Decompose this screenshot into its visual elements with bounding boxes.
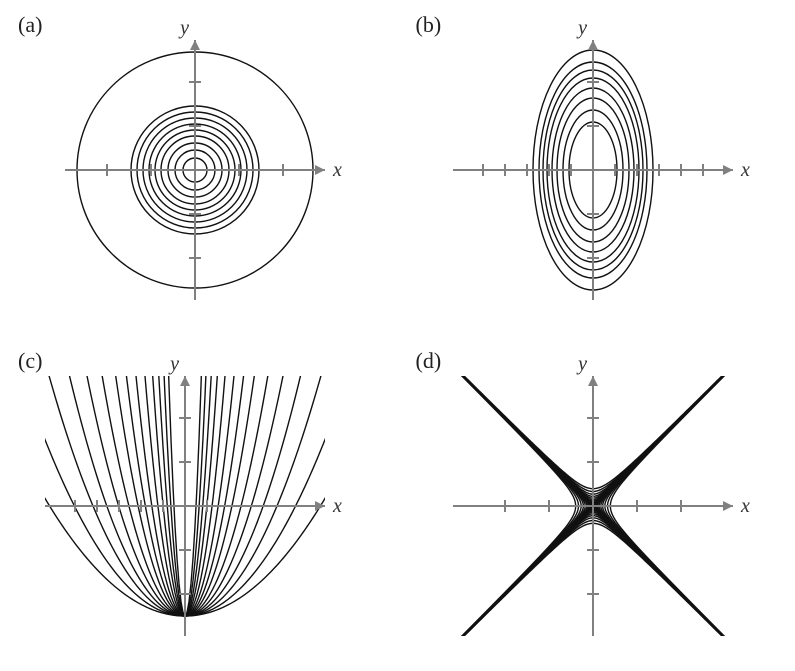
svg-text:x: x	[740, 159, 750, 181]
plot-c: xy	[0, 336, 370, 656]
plot-b: xy	[398, 0, 768, 320]
panel-a: (a) xy	[0, 0, 398, 336]
svg-text:y: y	[178, 17, 189, 39]
svg-text:y: y	[576, 17, 587, 39]
panel-label-d: (d)	[416, 348, 442, 374]
svg-text:y: y	[576, 353, 587, 375]
figure-grid: (a) xy (b) xy (c) xy (d) xy	[0, 0, 795, 671]
svg-text:y: y	[168, 353, 179, 375]
panel-b: (b) xy	[398, 0, 795, 336]
panel-label-b: (b)	[416, 12, 442, 38]
panel-d: (d) xy	[398, 336, 795, 671]
svg-text:x: x	[332, 159, 342, 181]
svg-text:x: x	[740, 495, 750, 517]
panel-label-a: (a)	[18, 12, 42, 38]
svg-text:x: x	[332, 495, 342, 517]
panel-c: (c) xy	[0, 336, 398, 671]
panel-label-c: (c)	[18, 348, 42, 374]
plot-a: xy	[0, 0, 370, 320]
plot-d: xy	[398, 336, 768, 656]
